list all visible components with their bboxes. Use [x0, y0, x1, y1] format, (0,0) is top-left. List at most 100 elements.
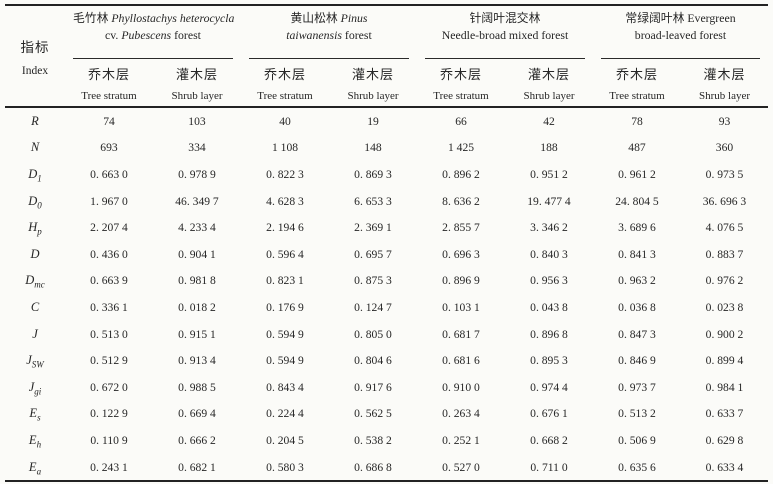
- value-cell: 0. 899 4: [705, 354, 744, 368]
- row-label: D1: [28, 166, 42, 184]
- stratum-label-cn: 乔木层: [615, 66, 658, 82]
- row-label: Ea: [28, 459, 42, 477]
- value-cell: 0. 252 1: [442, 433, 480, 447]
- index-header-cell: 指标 Index: [5, 5, 65, 108]
- group-title-line1: 毛竹林 Phyllostachys heterocycla: [73, 10, 235, 25]
- value-cell: 0. 896 9: [442, 274, 480, 288]
- value-cell: 0. 913 4: [178, 354, 216, 368]
- row-label: D: [30, 246, 40, 261]
- index-label-en: Index: [21, 64, 49, 77]
- index-label-cn: 指标: [20, 39, 50, 55]
- group-title-line2: broad-leaved forest: [634, 27, 727, 42]
- value-cell: 0. 895 3: [530, 354, 568, 368]
- value-cell: 0. 804 6: [354, 354, 392, 368]
- value-cell: 78: [631, 114, 643, 128]
- value-cell: 0. 176 9: [266, 300, 304, 314]
- value-cell: 0. 988 5: [178, 380, 216, 394]
- stratum-label-cn: 乔木层: [439, 66, 482, 82]
- value-cell: 42: [543, 114, 555, 128]
- value-cell: 0. 672 0: [90, 380, 128, 394]
- table-header: 指标 Index 毛竹林 Phyllostachys heterocycla c…: [5, 5, 768, 108]
- row-label: Es: [29, 406, 41, 423]
- value-cell: 0. 883 7: [705, 247, 744, 261]
- stratum-label-en: Tree stratum: [81, 89, 137, 102]
- value-cell: 0. 917 6: [354, 380, 392, 394]
- row-label: Dmc: [25, 273, 45, 290]
- value-cell: 0. 961 2: [618, 167, 656, 181]
- value-cell: 0. 974 4: [530, 380, 568, 394]
- value-cell: 148: [364, 141, 382, 155]
- table-body: R 74 103 40 19 66 42 78 93 N 693 334 1 108 148 1 425 18…: [5, 107, 768, 481]
- value-cell: 0. 976 2: [705, 274, 744, 288]
- value-cell: 487: [628, 141, 646, 155]
- value-cell: 0. 695 7: [354, 247, 392, 261]
- group-title-line1: 针阔叶混交林: [469, 10, 541, 25]
- stratum-label-en: Shrub layer: [171, 89, 223, 102]
- value-cell: 0. 869 3: [354, 167, 392, 181]
- table-row: Hp 2. 207 4 4. 233 4 2. 194 6 2. 369 1 2. 855…: [5, 214, 768, 241]
- table-row: D0 1. 967 0 46. 349 7 4. 628 3 6. 653 3 8. 63…: [5, 188, 768, 215]
- value-cell: 19. 477 4: [527, 194, 571, 208]
- value-cell: 2. 369 1: [354, 221, 392, 235]
- value-cell: 0. 336 1: [90, 300, 128, 314]
- value-cell: 0. 666 2: [178, 433, 216, 447]
- value-cell: 0. 204 5: [266, 433, 304, 447]
- stratum-label-cn: 灌木层: [703, 66, 746, 82]
- value-cell: 1 108: [271, 141, 299, 155]
- stratum-label-en: Tree stratum: [433, 89, 489, 102]
- group-title-line1: 黄山松林 Pinus: [290, 10, 368, 25]
- value-cell: 0. 843 4: [266, 380, 304, 394]
- row-label: Hp: [28, 220, 42, 237]
- subheader-tree-stratum: 乔木层 Tree stratum: [241, 59, 329, 108]
- value-cell: 0. 984 1: [705, 380, 744, 394]
- forest-group-header-pinus: 黄山松林 Pinus taiwanensis forest: [241, 5, 417, 59]
- value-cell: 2. 194 6: [266, 221, 304, 235]
- value-cell: 0. 682 1: [178, 460, 216, 474]
- table-row: JSW 0. 512 9 0. 913 4 0. 594 9 0. 804 6 0. 68…: [5, 347, 768, 374]
- value-cell: 0. 594 9: [266, 354, 304, 368]
- value-cell: 0. 506 9: [618, 433, 656, 447]
- value-cell: 0. 847 3: [618, 327, 656, 341]
- value-cell: 0. 669 4: [178, 407, 216, 421]
- value-cell: 0. 681 7: [442, 327, 480, 341]
- row-label: Eh: [28, 432, 42, 450]
- forest-group-title: 黄山松林 Pinus taiwanensis forest: [249, 0, 409, 59]
- value-cell: 0. 846 9: [618, 354, 656, 368]
- value-cell: 0. 043 8: [530, 300, 568, 314]
- value-cell: 1 425: [447, 141, 475, 155]
- table-row: N 693 334 1 108 148 1 425 188 487 360: [5, 135, 768, 162]
- value-cell: 0. 915 1: [178, 327, 216, 341]
- diversity-indices-table: 指标 Index 毛竹林 Phyllostachys heterocycla c…: [5, 4, 768, 483]
- value-cell: 0. 594 9: [266, 327, 304, 341]
- value-cell: 0. 840 3: [530, 247, 568, 261]
- value-cell: 0. 596 4: [266, 247, 304, 261]
- group-title-line2: Needle-broad mixed forest: [441, 27, 569, 42]
- value-cell: 2. 855 7: [442, 221, 480, 235]
- value-cell: 46. 349 7: [175, 194, 219, 208]
- value-cell: 0. 951 2: [530, 167, 568, 181]
- value-cell: 0. 805 0: [354, 327, 392, 341]
- value-cell: 0. 018 2: [178, 300, 216, 314]
- value-cell: 0. 562 5: [354, 407, 392, 421]
- value-cell: 0. 676 1: [530, 407, 568, 421]
- table-row: D 0. 436 0 0. 904 1 0. 596 4 0. 695 7 0. 696 …: [5, 241, 768, 268]
- group-title-line2: cv. Pubescens forest: [105, 27, 201, 42]
- stratum-label-en: Tree stratum: [257, 89, 313, 102]
- value-cell: 0. 875 3: [354, 274, 392, 288]
- table-row: C 0. 336 1 0. 018 2 0. 176 9 0. 124 7 0. 103 …: [5, 294, 768, 321]
- value-cell: 188: [540, 141, 558, 155]
- stratum-label-en: Tree stratum: [609, 89, 665, 102]
- table-row: D1 0. 663 0 0. 978 9 0. 822 3 0. 869 3 0. 896…: [5, 161, 768, 188]
- value-cell: 334: [188, 141, 206, 155]
- value-cell: 0. 963 2: [618, 274, 656, 288]
- subheader-shrub-layer: 灌木层 Shrub layer: [505, 59, 593, 108]
- stratum-label-cn: 灌木层: [175, 66, 218, 82]
- stratum-label-cn: 乔木层: [263, 66, 306, 82]
- value-cell: 3. 346 2: [530, 221, 568, 235]
- table-row: Eh 0. 110 9 0. 666 2 0. 204 5 0. 538 2 0. 252…: [5, 427, 768, 454]
- forest-group-title: 常绿阔叶林 Evergreen broad-leaved forest: [601, 0, 760, 59]
- row-label: N: [30, 140, 40, 155]
- value-cell: 0. 668 2: [530, 433, 568, 447]
- subheader-tree-stratum: 乔木层 Tree stratum: [593, 59, 681, 108]
